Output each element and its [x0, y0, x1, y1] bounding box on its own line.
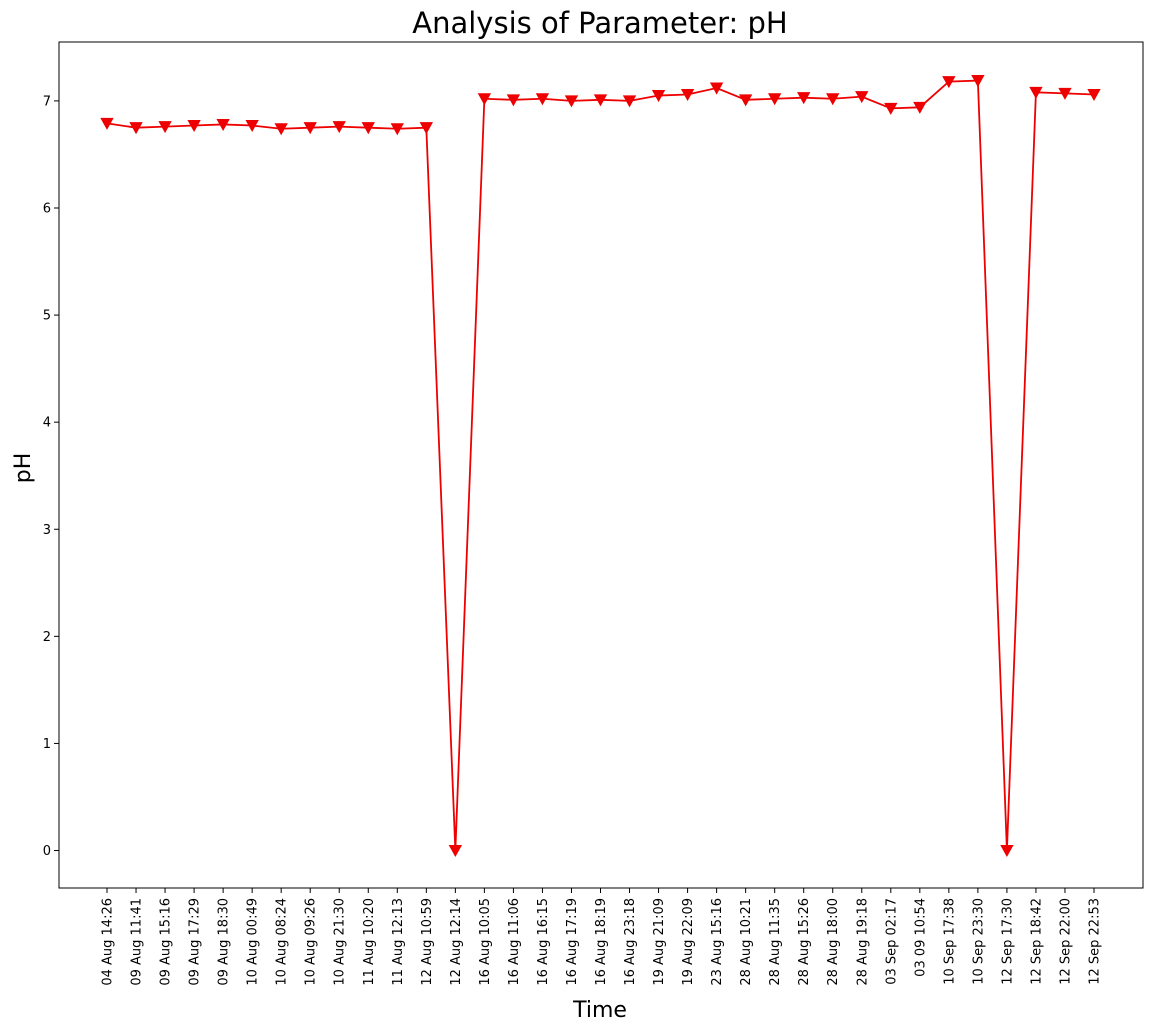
x-tick-label: 16 Aug 16:15: [536, 898, 551, 986]
x-tick-label: 10 Sep 23:30: [971, 898, 986, 985]
chart-title: Analysis of Parameter: pH: [412, 6, 787, 40]
data-point-marker: [564, 95, 579, 108]
x-tick-label: 19 Aug 22:09: [681, 898, 696, 986]
x-tick-label: 23 Aug 15:16: [710, 898, 725, 986]
x-tick-label: 03 09 10:54: [913, 898, 928, 977]
x-tick-label: 11 Aug 10:20: [362, 898, 377, 986]
data-point-marker: [100, 117, 114, 130]
series-line: [106, 79, 1095, 851]
data-point-marker: [506, 94, 521, 107]
data-point-marker: [913, 101, 927, 114]
data-point-marker: [419, 122, 434, 135]
x-tick-label: 09 Aug 15:16: [159, 898, 174, 986]
data-point-marker: [797, 92, 811, 105]
data-point-marker: [361, 122, 375, 135]
x-tick-label: 28 Aug 15:26: [797, 898, 812, 986]
data-point-marker: [826, 93, 840, 106]
x-tick-label: 09 Aug 17:29: [188, 898, 203, 986]
x-tick-label: 19 Aug 21:09: [652, 898, 667, 986]
x-tick-label: 28 Aug 11:35: [768, 898, 783, 986]
data-point-marker: [971, 75, 985, 88]
x-axis-label: Time: [572, 998, 627, 1023]
x-tick-label: 12 Sep 22:00: [1058, 898, 1073, 985]
data-point-marker: [1000, 845, 1014, 858]
x-tick-label: 12 Sep 18:42: [1029, 898, 1044, 985]
data-point-marker: [245, 120, 259, 133]
x-tick-label: 10 Aug 00:49: [246, 898, 261, 986]
data-point-marker: [1029, 86, 1043, 99]
y-tick-label: 7: [43, 94, 51, 109]
data-point-marker: [187, 120, 201, 133]
x-tick-label: 16 Aug 17:19: [565, 898, 580, 986]
y-tick-label: 4: [43, 416, 51, 431]
x-tick-label: 10 Sep 17:38: [942, 898, 957, 985]
x-tick-label: 16 Aug 23:18: [623, 898, 638, 986]
x-tick-label: 28 Aug 18:00: [826, 898, 841, 986]
data-point-marker: [680, 88, 695, 101]
y-tick-label: 2: [43, 630, 51, 645]
data-point-marker: [303, 122, 317, 135]
x-tick-label: 12 Aug 12:14: [449, 898, 464, 986]
x-tick-label: 12 Sep 22:53: [1088, 898, 1103, 985]
data-point-marker: [158, 121, 172, 134]
y-axis: 0 1 2 3 4 5 6 7: [43, 94, 59, 859]
data-point-marker: [767, 93, 782, 106]
x-tick-label: 04 Aug 14:26: [101, 898, 116, 986]
series-layer: [100, 75, 1101, 858]
data-point-marker: [738, 94, 753, 107]
x-tick-label: 10 Aug 09:26: [304, 898, 319, 986]
data-point-marker: [216, 118, 230, 131]
x-tick-label: 16 Aug 18:19: [594, 898, 609, 986]
data-point-marker: [448, 845, 463, 858]
y-tick-label: 1: [43, 737, 51, 752]
data-point-marker: [593, 94, 608, 107]
data-point-marker: [855, 91, 869, 104]
data-point-marker: [1058, 87, 1072, 100]
data-point-marker: [622, 95, 637, 108]
x-tick-label: 12 Sep 17:30: [1000, 898, 1015, 985]
x-tick-label: 03 Sep 02:17: [884, 898, 899, 985]
data-point-marker: [332, 121, 346, 134]
data-point-marker: [129, 122, 143, 135]
x-tick-label: 28 Aug 10:21: [739, 898, 754, 986]
x-tick-label: 10 Aug 21:30: [333, 898, 348, 986]
x-tick-label: 28 Aug 19:18: [855, 898, 870, 986]
data-point-marker: [709, 82, 724, 95]
data-point-marker: [535, 93, 550, 106]
x-tick-label: 12 Aug 10:59: [420, 898, 435, 986]
x-tick-label: 16 Aug 10:05: [478, 898, 493, 986]
data-point-marker: [274, 123, 288, 136]
x-tick-label: 11 Aug 12:13: [391, 898, 406, 986]
y-tick-label: 6: [43, 201, 51, 216]
x-axis: 04 Aug 14:26 09 Aug 11:41 09 Aug 15:16 09 A…: [101, 888, 1103, 986]
data-point-marker: [942, 76, 956, 89]
data-point-marker: [884, 102, 898, 115]
x-tick-label: 09 Aug 18:30: [217, 898, 232, 986]
data-point-marker: [477, 93, 492, 106]
data-point-marker: [651, 90, 666, 103]
y-tick-label: 5: [43, 309, 51, 324]
data-point-marker: [1087, 88, 1101, 101]
y-tick-label: 0: [43, 844, 51, 859]
data-point-marker: [390, 123, 404, 136]
x-tick-label: 16 Aug 11:06: [507, 898, 522, 986]
y-tick-label: 3: [43, 523, 51, 538]
x-tick-label: 09 Aug 11:41: [130, 898, 145, 986]
y-axis-label: pH: [11, 453, 36, 484]
x-tick-label: 10 Aug 08:24: [275, 898, 290, 986]
